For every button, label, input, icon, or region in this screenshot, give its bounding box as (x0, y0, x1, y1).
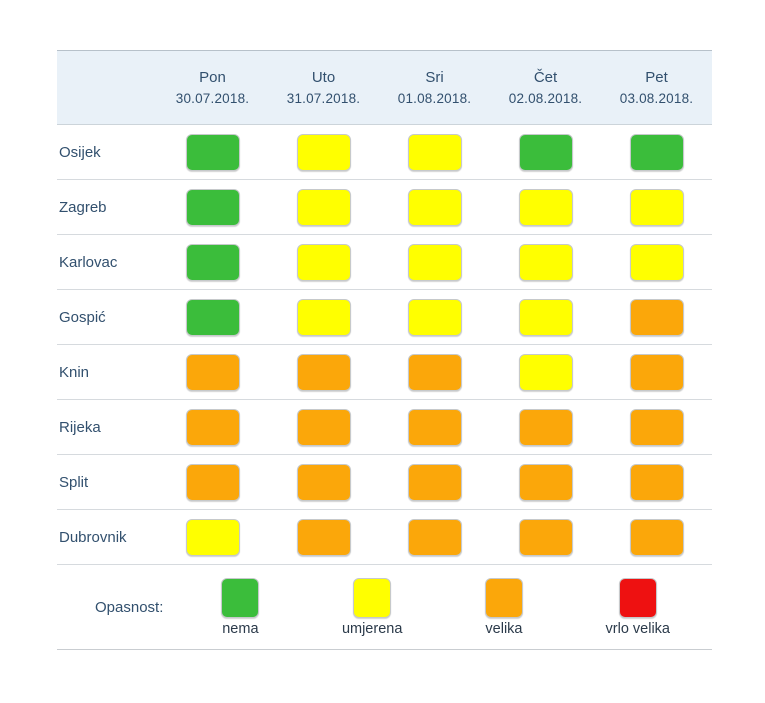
legend-items: nema umjerena velika vrlo velika (163, 577, 712, 637)
hazard-cell (296, 353, 351, 391)
city-label: Split (59, 473, 89, 491)
hazard-cell (185, 243, 240, 281)
hazard-cell (296, 298, 351, 336)
table-row-karlovac: Karlovac (57, 235, 712, 290)
hazard-cell (518, 133, 573, 171)
table-row-split: Split (57, 455, 712, 510)
hazard-cell (296, 188, 351, 226)
hazard-cell (629, 463, 684, 501)
date-label: 02.08.2018. (508, 90, 583, 106)
hazard-cell (407, 243, 462, 281)
hazard-cell (518, 463, 573, 501)
date-label: 03.08.2018. (619, 90, 694, 106)
legend-item-velika: velika (484, 577, 523, 637)
legend-item-label: velika (485, 620, 523, 637)
hazard-cell (629, 133, 684, 171)
hazard-cell (629, 243, 684, 281)
table-row-knin: Knin (57, 345, 712, 400)
hazard-cell (518, 518, 573, 556)
column-header-pet: Pet 03.08.2018. (601, 67, 712, 108)
hazard-cell (407, 408, 462, 446)
legend-swatch-yellow (353, 577, 392, 618)
hazard-cell (518, 298, 573, 336)
table-row-osijek: Osijek (57, 125, 712, 180)
column-header-uto: Uto 31.07.2018. (268, 67, 379, 108)
hazard-cell (407, 518, 462, 556)
table-row-zagreb: Zagreb (57, 180, 712, 235)
hazard-cell (296, 518, 351, 556)
hazard-cell (296, 408, 351, 446)
hazard-cell (185, 463, 240, 501)
hazard-cell (296, 243, 351, 281)
legend-item-label: vrlo velika (605, 620, 670, 637)
hazard-cell (185, 408, 240, 446)
hazard-cell (518, 188, 573, 226)
hazard-forecast-table: Pon 30.07.2018. Uto 31.07.2018. Sri 01.0… (57, 50, 712, 650)
legend-swatch-orange (484, 577, 523, 618)
legend-item-label: nema (222, 620, 259, 637)
hazard-cell (407, 298, 462, 336)
legend-swatch-green (221, 577, 260, 618)
legend-swatch-red (618, 577, 657, 618)
hazard-cell (185, 298, 240, 336)
hazard-cell (185, 353, 240, 391)
hazard-cell (629, 518, 684, 556)
hazard-cell (407, 188, 462, 226)
city-label: Osijek (59, 143, 101, 161)
date-label: 30.07.2018. (175, 90, 250, 106)
legend-item-label: umjerena (341, 620, 403, 637)
hazard-cell (407, 463, 462, 501)
hazard-cell (296, 133, 351, 171)
hazard-cell (296, 463, 351, 501)
hazard-cell (518, 408, 573, 446)
day-label: Sri (425, 68, 444, 86)
column-header-cet: Čet 02.08.2018. (490, 67, 601, 108)
hazard-cell (407, 133, 462, 171)
table-row-dubrovnik: Dubrovnik (57, 510, 712, 565)
day-label: Uto (311, 68, 336, 86)
hazard-cell (185, 518, 240, 556)
hazard-cell (629, 188, 684, 226)
hazard-cell (407, 353, 462, 391)
legend: Opasnost: nema umjerena velika vrlo veli… (57, 565, 712, 650)
city-label: Dubrovnik (59, 528, 127, 546)
city-label: Knin (59, 363, 90, 381)
date-label: 31.07.2018. (286, 90, 361, 106)
city-label: Rijeka (59, 418, 101, 436)
column-header-sri: Sri 01.08.2018. (379, 67, 490, 108)
legend-item-vrlo-velika: vrlo velika (605, 577, 670, 637)
table-row-gospic: Gospić (57, 290, 712, 345)
day-label: Pon (199, 68, 226, 86)
day-label: Pet (645, 68, 668, 86)
hazard-cell (629, 408, 684, 446)
hazard-cell (629, 298, 684, 336)
hazard-cell (185, 133, 240, 171)
city-label: Zagreb (59, 198, 107, 216)
legend-item-umjerena: umjerena (341, 577, 403, 637)
hazard-cell (629, 353, 684, 391)
city-label: Gospić (59, 308, 106, 326)
hazard-cell (518, 353, 573, 391)
legend-title: Opasnost: (95, 598, 164, 616)
hazard-cell (518, 243, 573, 281)
table-header: Pon 30.07.2018. Uto 31.07.2018. Sri 01.0… (57, 50, 712, 125)
legend-item-nema: nema (221, 577, 260, 637)
column-header-pon: Pon 30.07.2018. (157, 67, 268, 108)
day-label: Čet (533, 68, 558, 86)
city-label: Karlovac (59, 253, 118, 271)
hazard-cell (185, 188, 240, 226)
table-row-rijeka: Rijeka (57, 400, 712, 455)
date-label: 01.08.2018. (397, 90, 472, 106)
